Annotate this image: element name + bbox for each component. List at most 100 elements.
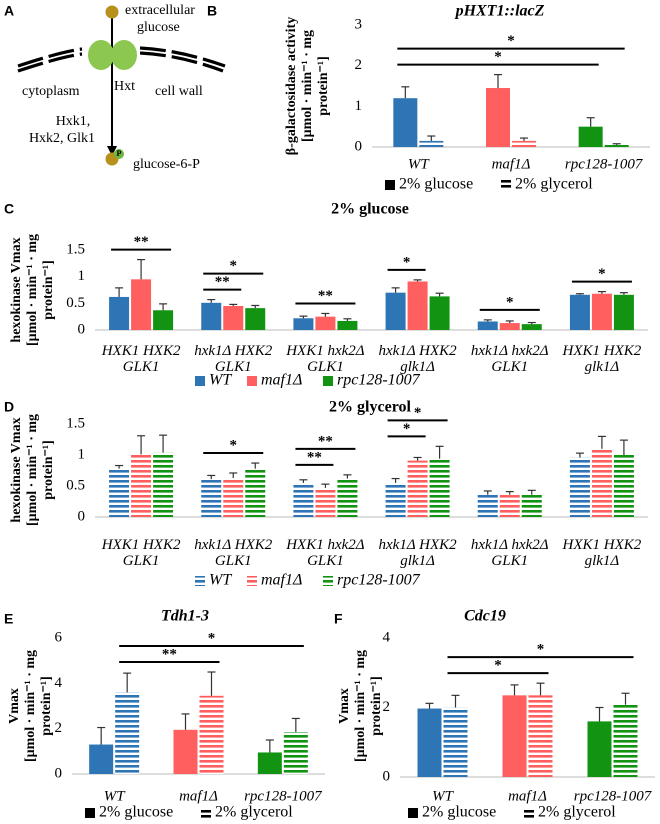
bar (477, 494, 498, 517)
x-tick-label: WT (104, 788, 126, 804)
error-bar (527, 321, 536, 325)
bar (429, 458, 450, 517)
y-axis-label: hexokinase Vmax (9, 417, 24, 522)
bar (521, 324, 542, 330)
bar (89, 744, 114, 774)
y-tick-label: 6 (55, 629, 63, 645)
y-axis-label: protein⁻¹] (41, 440, 56, 500)
legend-label: WT (209, 372, 232, 389)
bar (407, 460, 428, 517)
bar (591, 293, 612, 330)
diagram-label: glucose-6-P (133, 157, 200, 172)
error-bar (251, 304, 260, 309)
chart-title: Cdc19 (464, 608, 506, 625)
error-bar (229, 303, 238, 306)
bar (293, 482, 314, 517)
bar (521, 494, 542, 517)
significance-label: ** (162, 646, 177, 662)
significance-label: ** (307, 449, 322, 465)
error-bar (401, 86, 410, 99)
error-bar (505, 320, 514, 324)
error-bar (435, 292, 444, 297)
significance-label: * (537, 642, 545, 658)
error-bar (251, 462, 260, 469)
diagram-label: cell wall (155, 84, 203, 99)
y-tick-label: 4 (55, 675, 63, 691)
y-tick-label: 2 (383, 699, 391, 715)
error-bar (299, 315, 308, 319)
error-bar (536, 682, 545, 696)
x-tick-label: WT (408, 156, 430, 172)
diagram-label: cytoplasm (22, 84, 80, 99)
bar (153, 452, 174, 517)
transporter-icon (88, 40, 114, 70)
error-bar (520, 137, 528, 141)
legend-label: 2% glucose (99, 804, 173, 821)
error-bar (597, 291, 606, 294)
y-axis-label: protein⁻¹] (316, 56, 331, 116)
error-bar (321, 483, 330, 488)
legend-marker (323, 376, 333, 386)
bar (591, 448, 612, 517)
significance-label: * (403, 254, 411, 270)
error-bar (586, 117, 595, 127)
bar (201, 302, 222, 330)
error-bar (137, 259, 146, 280)
error-bar (619, 439, 628, 455)
error-bar (265, 739, 274, 753)
significance-label: * (494, 658, 502, 674)
diagram-label: glucose (137, 20, 180, 35)
error-bar (619, 292, 628, 295)
bar (385, 482, 406, 517)
bar (512, 140, 536, 147)
legend-marker (323, 576, 333, 586)
x-tick-label: WT (432, 788, 454, 804)
error-bar (505, 490, 514, 495)
bar (201, 479, 222, 517)
x-tick-label: HXK1 hxk2Δ GLK1 (285, 537, 365, 569)
legend-label: 2% glucose (399, 176, 473, 193)
legend-marker (85, 808, 95, 818)
panel-label: C (4, 201, 14, 217)
significance-label: * (403, 421, 411, 437)
bar (419, 140, 444, 147)
y-tick-label: 0 (78, 508, 86, 524)
bar (443, 707, 468, 777)
bar (499, 494, 520, 517)
error-bar (115, 287, 124, 297)
x-tick-label: rpc128-1007 (574, 788, 653, 804)
y-tick-label: 0 (383, 768, 391, 784)
y-axis-label: [μmol · min⁻¹ · mg (25, 414, 40, 526)
x-tick-label: HXK1 HXK2 GLK1 (101, 537, 181, 569)
bar (199, 695, 224, 774)
y-tick-label: 1.5 (66, 415, 85, 431)
bar (337, 320, 358, 330)
x-tick-label: maf1Δ (179, 788, 218, 804)
error-bar (343, 318, 352, 321)
x-tick-label: hxk1Δ HXK2 GLK1 (194, 537, 273, 569)
y-axis-label: [μmol · min⁻¹ · mg (23, 650, 38, 762)
x-tick-label: HXK1 HXK2 glk1Δ (562, 343, 642, 375)
glucose-icon (105, 5, 119, 19)
bar (578, 126, 603, 147)
legend-label: maf1Δ (261, 372, 302, 389)
x-tick-label: HXK1 hxk2Δ GLK1 (285, 343, 365, 375)
legend-label: rpc128-1007 (337, 372, 421, 389)
y-tick-label: 0 (355, 138, 363, 154)
bar (283, 732, 308, 774)
bar (613, 455, 634, 517)
error-bar (229, 472, 238, 478)
y-tick-label: 0.5 (66, 295, 85, 311)
legend-label: 2% glycerol (515, 176, 593, 193)
y-tick-label: 0 (55, 765, 63, 781)
diagram-label: Hxk2, Glk1 (29, 131, 95, 146)
error-bar (97, 726, 106, 745)
error-bar (343, 474, 352, 479)
x-tick-label: rpc128-1007 (244, 788, 323, 804)
significance-label: ** (215, 274, 230, 290)
y-tick-label: 4 (383, 629, 391, 645)
error-bar (483, 319, 492, 322)
bar (131, 454, 152, 517)
legend-label: WT (209, 572, 232, 589)
y-axis-label: [μmol · min⁻¹ · mg (300, 30, 315, 142)
